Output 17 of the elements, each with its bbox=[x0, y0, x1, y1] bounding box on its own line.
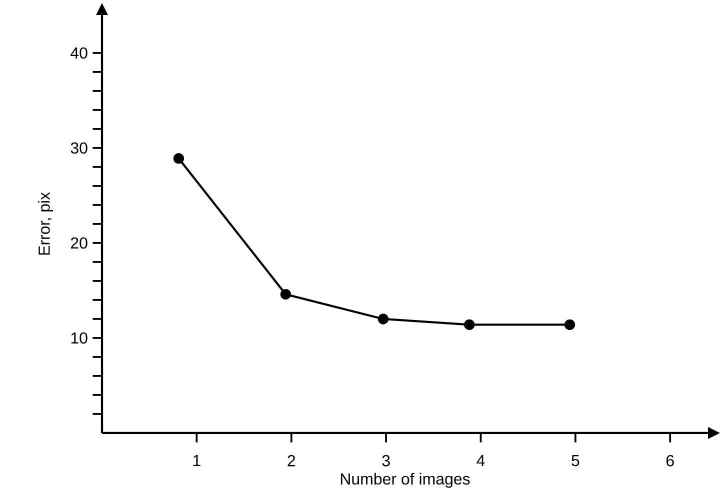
point bbox=[280, 288, 292, 300]
y-tick-label: 20 bbox=[70, 237, 88, 249]
y-tick-label: 30 bbox=[70, 142, 88, 154]
x-tick-label: 2 bbox=[288, 455, 296, 466]
point bbox=[564, 319, 576, 330]
x-tick-label: 6 bbox=[666, 455, 674, 466]
point bbox=[378, 314, 389, 324]
x-axis-title: Number of images bbox=[340, 472, 470, 488]
y-tick-label: 10 bbox=[71, 332, 88, 344]
point bbox=[464, 319, 475, 330]
y-tick-label: 40 bbox=[70, 47, 88, 59]
x-tick-label: 4 bbox=[476, 455, 485, 466]
x-tick-label: 3 bbox=[382, 455, 390, 466]
y-axis-title: Error, pix bbox=[38, 192, 54, 255]
x-tick-label: 5 bbox=[572, 455, 580, 466]
x-tick-label: 1 bbox=[193, 455, 200, 466]
point bbox=[173, 153, 184, 164]
